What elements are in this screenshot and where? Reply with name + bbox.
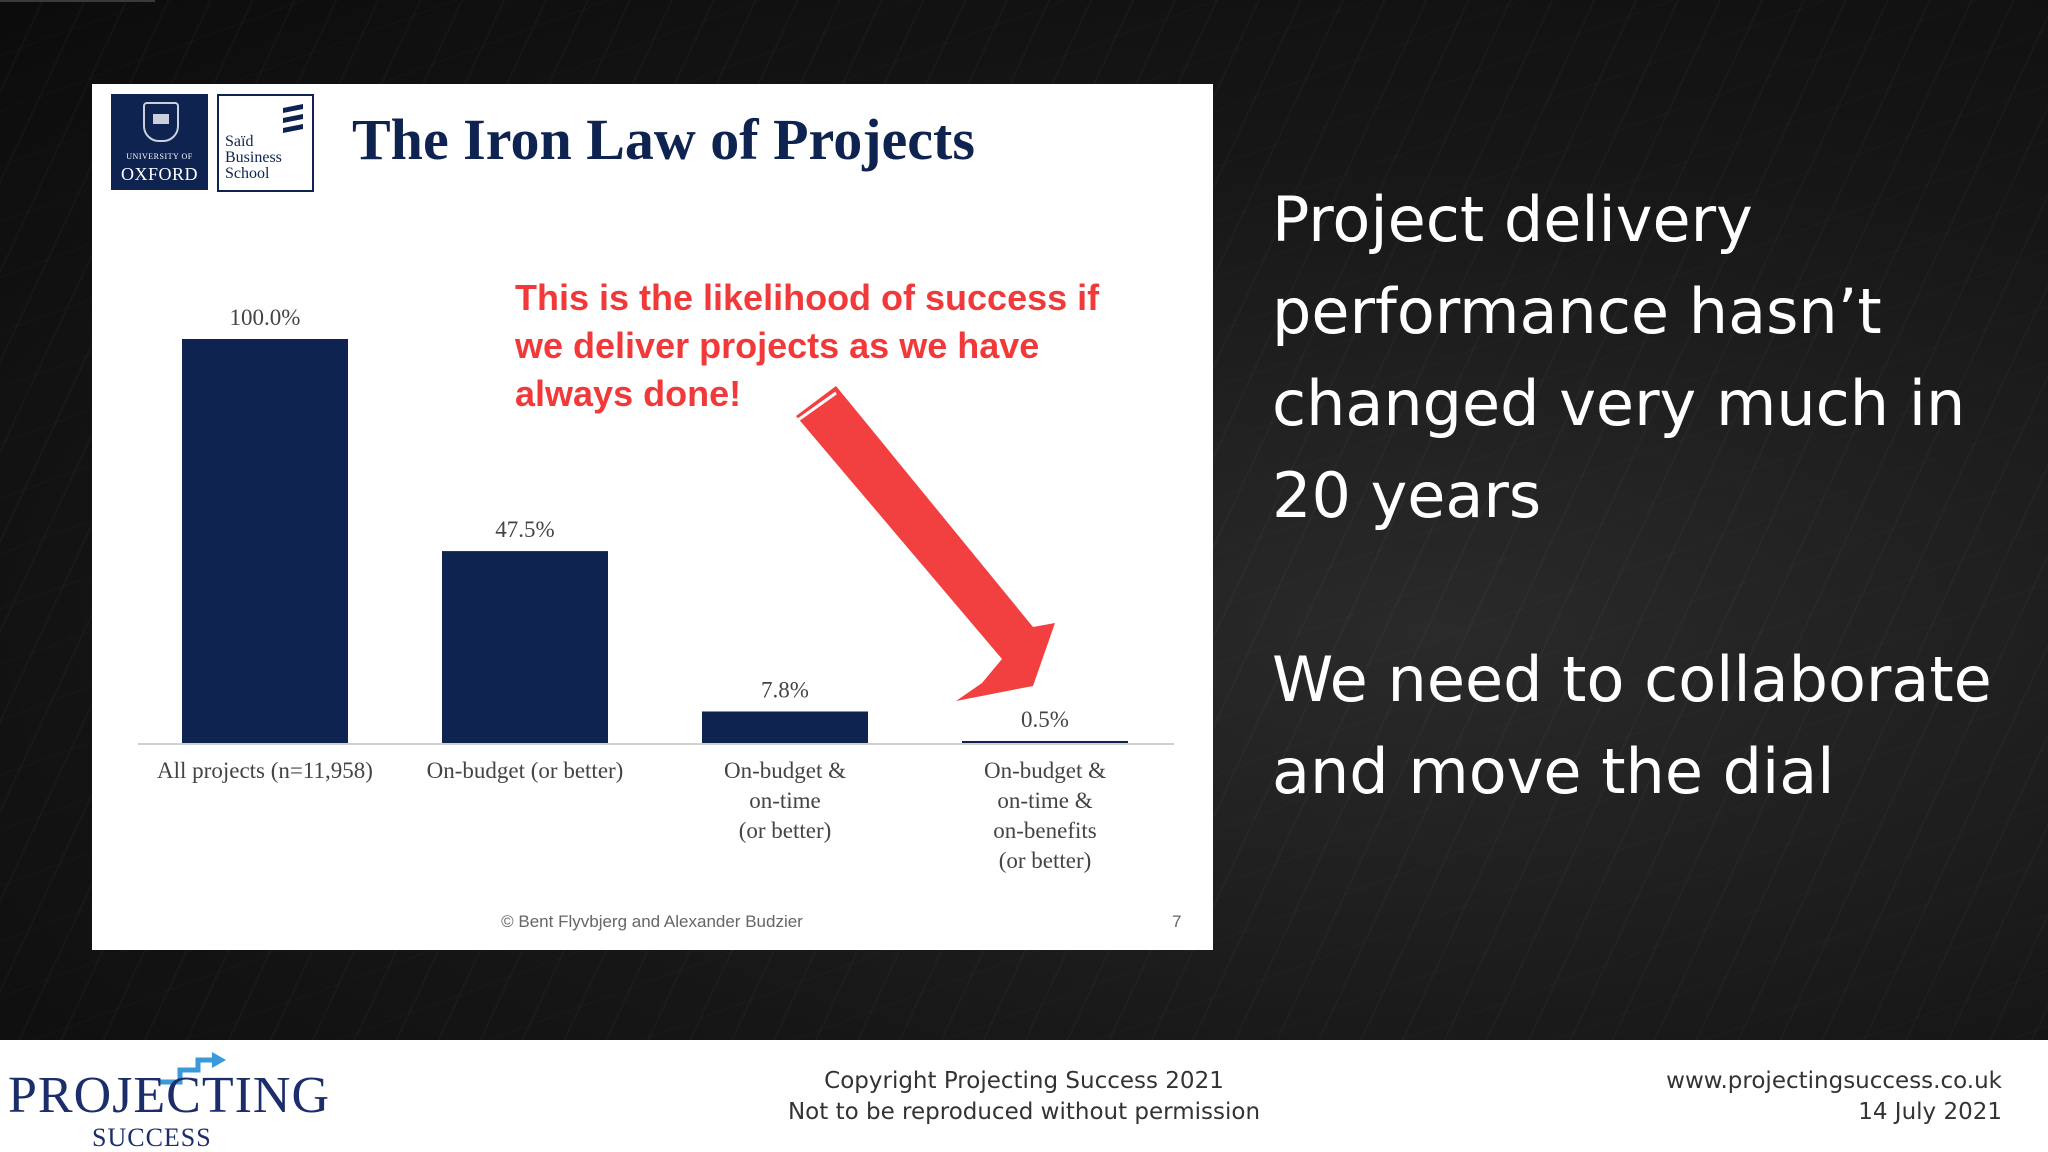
said-mark-icon <box>283 104 303 133</box>
message-text: Project delivery performance hasn’t chan… <box>1272 174 2012 818</box>
x-tick-label: On-budget (or better) <box>426 758 624 783</box>
presentation-date: 14 July 2021 <box>1858 1099 2002 1125</box>
said-business-school-logo: Saïd Business School <box>217 94 314 192</box>
stair-arrow-icon <box>160 1052 226 1085</box>
red-arrow-tail-mark <box>791 381 829 412</box>
red-arrow-icon <box>796 386 1055 701</box>
data-label: 100.0% <box>230 305 301 330</box>
slide-credit: © Bent Flyvbjerg and Alexander Budzier <box>501 912 803 931</box>
bar <box>702 711 868 743</box>
bar-chart: 100.0% 47.5% 7.8% 0.5% <box>138 305 1174 745</box>
annotation-text: This is the likelihood of success if we … <box>515 277 1100 414</box>
message-line-1: Project delivery performance hasn’t chan… <box>1272 183 1966 532</box>
oxford-logo-text: OXFORD <box>120 164 198 184</box>
embedded-slide: UNIVERSITY OF OXFORD Saïd Business Schoo… <box>92 84 1213 950</box>
website-link[interactable]: www.projectingsuccess.co.uk <box>1666 1068 2002 1094</box>
bar <box>962 740 1128 743</box>
projecting-success-logo: PROJECTING SUCCESS <box>8 1044 329 1152</box>
site-info: www.projectingsuccess.co.uk 14 July 2021 <box>1666 1066 2002 1128</box>
corner-line <box>0 0 155 2</box>
x-tick-label: On-budget & on-time & on-benefits (or be… <box>983 758 1106 873</box>
crest-icon <box>143 102 179 142</box>
x-tick-label: All projects (n=11,958) <box>157 758 373 783</box>
oxford-logo-small-text: UNIVERSITY OF <box>126 152 193 161</box>
slide-page-number: 7 <box>1172 912 1182 931</box>
red-arrow-tail-mark <box>797 391 837 422</box>
data-label: 47.5% <box>495 517 554 542</box>
oxford-logo: UNIVERSITY OF OXFORD <box>111 94 208 190</box>
data-label: 0.5% <box>1021 707 1069 732</box>
bar <box>182 339 348 743</box>
said-logo-text: Saïd Business School <box>225 133 282 182</box>
data-label: 7.8% <box>761 677 809 702</box>
copyright-notice: Copyright Projecting Success 2021 Not to… <box>724 1066 1324 1128</box>
copyright-line-2: Not to be reproduced without permission <box>787 1099 1261 1125</box>
bar <box>442 551 608 743</box>
footer-bar: PROJECTING SUCCESS Copyright Projecting … <box>0 1040 2048 1152</box>
copyright-line-1: Copyright Projecting Success 2021 <box>824 1068 1224 1094</box>
message-line-2: We need to collaborate and move the dial <box>1272 643 1992 808</box>
x-tick-label: On-budget & on-time (or better) <box>723 758 846 843</box>
logo-sub-text: SUCCESS <box>92 1123 212 1152</box>
slide-title: The Iron Law of Projects <box>352 107 975 172</box>
logo-main-text: PROJECTING <box>8 1067 331 1124</box>
